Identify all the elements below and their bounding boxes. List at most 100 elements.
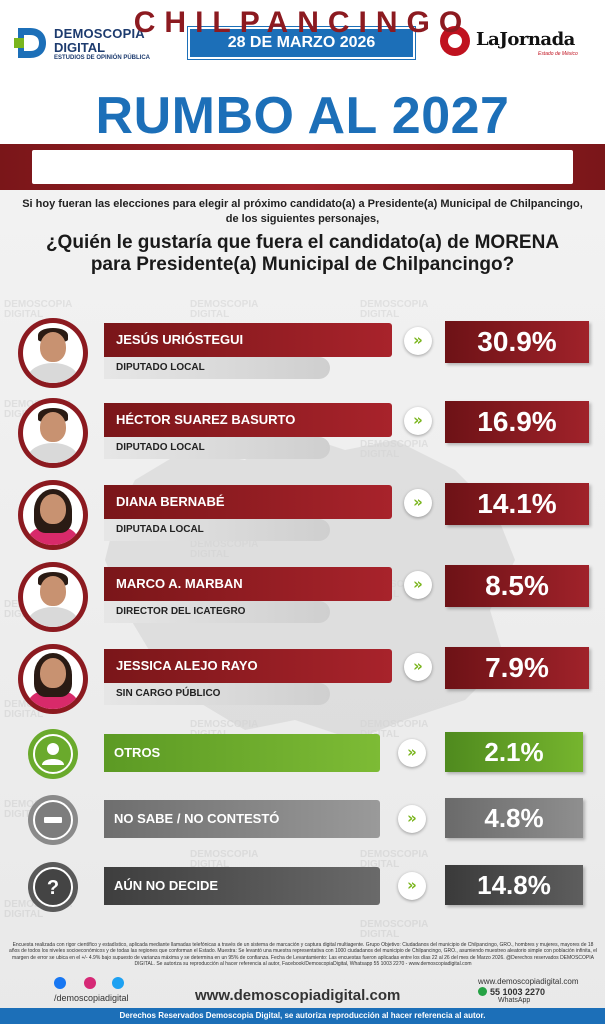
date-badge: 28 DE MARZO 2026 — [188, 27, 415, 59]
option-label: OTROS — [104, 734, 380, 772]
brand-tagline: ESTUDIOS DE OPINIÓN PÚBLICA — [54, 55, 151, 61]
result-row-jessica-alejo-rayo: JESSICA ALEJO RAYO SIN CARGO PÚBLICO » 7.9% — [0, 644, 605, 714]
contact-web[interactable]: www.demoscopiadigital.com — [478, 977, 579, 986]
social-handle[interactable]: /demoscopiadigital — [54, 993, 129, 1003]
result-row-otros: OTROS » 2.1% — [0, 729, 605, 799]
photo-frame — [23, 567, 83, 627]
intro-line2: de los siguientes personajes, — [225, 213, 380, 225]
photo-head — [40, 332, 66, 362]
percentage-value: 7.9% — [445, 647, 589, 689]
demoscopia-d-icon — [14, 28, 46, 58]
photo-frame — [23, 485, 83, 545]
photo-frame — [23, 403, 83, 463]
methodology-note: Encuesta realizada con rigor científico … — [8, 942, 598, 968]
intro-line1: Si hoy fueran las elecciones para elegir… — [22, 198, 583, 210]
double-chevron-right-icon: » — [404, 327, 432, 355]
question-line2: para Presidente(a) Municipal de Chilpanc… — [90, 254, 515, 275]
brand-line2: DIGITAL — [54, 40, 106, 55]
candidate-role: DIPUTADO LOCAL — [104, 357, 330, 379]
la-jornada-logo: LaJornada Estado de México — [440, 26, 590, 60]
photo-frame — [23, 649, 83, 709]
option-icon-badge — [28, 795, 78, 845]
photo-head — [40, 494, 66, 524]
result-row-no-sabe-no-contesto: NO SABE / NO CONTESTÓ » 4.8% — [0, 795, 605, 865]
percentage-value: 4.8% — [445, 798, 583, 838]
question-text: ¿Quién le gustaría que fuera el candidat… — [0, 232, 605, 276]
question-line1: ¿Quién le gustaría que fuera el candidat… — [45, 232, 560, 253]
result-row-jesus-uriostegui: JESÚS URIÓSTEGUI DIPUTADO LOCAL » 30.9% — [0, 318, 605, 388]
rights-band: Derechos Reservados Demoscopia Digital, … — [0, 1008, 605, 1024]
photo-head — [40, 658, 66, 688]
double-chevron-right-icon: » — [398, 805, 426, 833]
candidate-name: DIANA BERNABÉ — [104, 485, 392, 519]
candidate-name: MARCO A. MARBAN — [104, 567, 392, 601]
candidate-photo — [18, 480, 88, 550]
candidate-photo — [18, 318, 88, 388]
intro-text: Si hoy fueran las elecciones para elegir… — [0, 197, 605, 227]
twitter-icon[interactable] — [112, 977, 124, 989]
result-row-aun-no-decide: ? AÚN NO DECIDE » 14.8% — [0, 862, 605, 932]
percentage-value: 30.9% — [445, 321, 589, 363]
brand-line1: DEMOSCOPIA — [54, 26, 145, 41]
photo-body — [28, 607, 78, 627]
candidate-photo — [18, 644, 88, 714]
svg-text:?: ? — [47, 877, 59, 899]
result-row-marco-a-marban: MARCO A. MARBAN DIRECTOR DEL ICATEGRO » 8.5… — [0, 562, 605, 632]
double-chevron-right-icon: » — [404, 489, 432, 517]
partner-sub: Estado de México — [538, 51, 578, 57]
social-icons — [54, 977, 134, 993]
photo-head — [40, 576, 66, 606]
double-chevron-right-icon: » — [404, 571, 432, 599]
double-chevron-right-icon: » — [404, 653, 432, 681]
city-band — [0, 144, 605, 190]
website-link[interactable]: www.demoscopiadigital.com — [195, 987, 401, 1004]
contact-phone[interactable]: 55 1003 2270 — [490, 987, 546, 997]
percentage-value: 16.9% — [445, 401, 589, 443]
city-name: CHILPANCINGO — [133, 6, 472, 39]
candidate-role: DIPUTADA LOCAL — [104, 519, 330, 541]
double-chevron-right-icon: » — [398, 739, 426, 767]
facebook-icon[interactable] — [54, 977, 66, 989]
percentage-value: 8.5% — [445, 565, 589, 607]
percentage-value: 2.1% — [445, 732, 583, 772]
candidate-name: JESSICA ALEJO RAYO — [104, 649, 392, 683]
candidate-photo — [18, 562, 88, 632]
instagram-icon[interactable] — [84, 977, 96, 989]
percentage-value: 14.1% — [445, 483, 589, 525]
photo-frame — [23, 323, 83, 383]
question-icon: ? — [33, 867, 73, 907]
option-label: AÚN NO DECIDE — [104, 867, 380, 905]
candidate-role: DIRECTOR DEL ICATEGRO — [104, 601, 330, 623]
double-chevron-right-icon: » — [404, 407, 432, 435]
title-panel — [0, 80, 605, 144]
minus-icon — [33, 800, 73, 840]
result-row-diana-bernabe: DIANA BERNABÉ DIPUTADA LOCAL » 14.1% — [0, 480, 605, 550]
percentage-value: 14.8% — [445, 865, 583, 905]
header-bar: DEMOSCOPIA DIGITAL ESTUDIOS DE OPINIÓN P… — [0, 0, 605, 80]
photo-head — [40, 412, 66, 442]
la-jornada-seal-icon — [440, 26, 470, 56]
double-chevron-right-icon: » — [398, 872, 426, 900]
whatsapp-label: WhatsApp — [498, 997, 531, 1004]
whatsapp-icon — [478, 987, 487, 996]
user-icon — [33, 734, 73, 774]
partner-name: LaJornada — [476, 29, 575, 50]
result-row-hector-suarez-basurto: HÉCTOR SUAREZ BASURTO DIPUTADO LOCAL » 16.9… — [0, 398, 605, 468]
photo-body — [28, 363, 78, 383]
option-icon-badge: ? — [28, 862, 78, 912]
photo-body — [28, 443, 78, 463]
main-title: RUMBO AL 2027 — [95, 87, 510, 145]
candidate-name: JESÚS URIÓSTEGUI — [104, 323, 392, 357]
option-icon-badge — [28, 729, 78, 779]
candidate-role: SIN CARGO PÚBLICO — [104, 683, 330, 705]
candidate-name: HÉCTOR SUAREZ BASURTO — [104, 403, 392, 437]
candidate-role: DIPUTADO LOCAL — [104, 437, 330, 459]
